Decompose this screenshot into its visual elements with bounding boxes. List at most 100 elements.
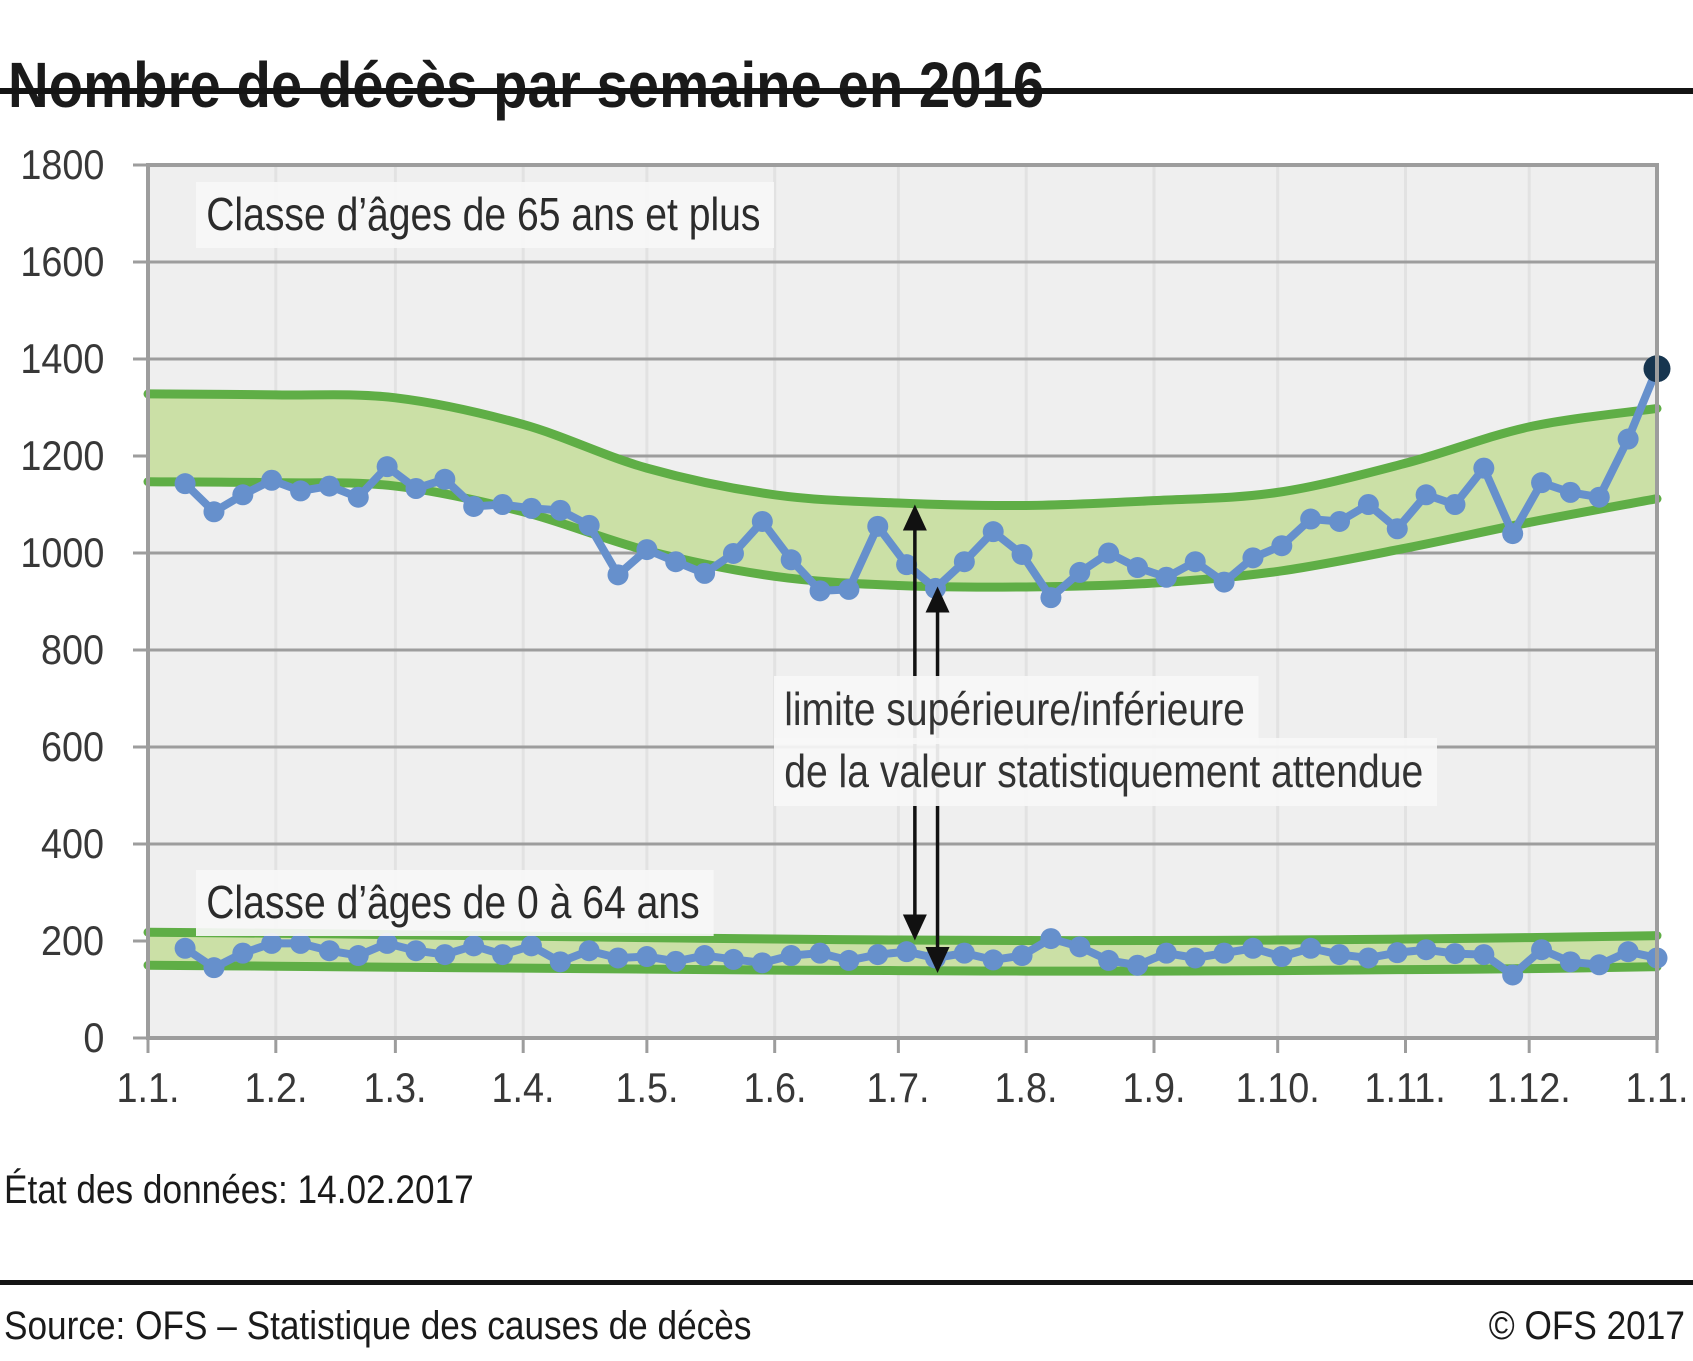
y-axis-label: 800 — [40, 626, 104, 673]
copyright-text: © OFS 2017 — [1488, 1304, 1685, 1348]
data-point — [520, 935, 542, 957]
data-point — [1098, 949, 1120, 971]
data-point — [405, 940, 427, 962]
data-point — [1069, 561, 1091, 583]
data-point — [1357, 494, 1379, 515]
data-point — [1242, 937, 1264, 959]
footer-rule — [0, 1280, 1693, 1285]
data-point — [1531, 939, 1553, 961]
data-point — [1011, 543, 1033, 565]
data-point — [1588, 954, 1610, 976]
x-axis-label: 1.11. — [1364, 1064, 1447, 1111]
data-point — [1415, 484, 1437, 506]
data-point — [867, 515, 889, 537]
data-point — [549, 499, 571, 521]
data-point — [665, 551, 687, 573]
data-point — [318, 475, 340, 497]
data-point — [174, 937, 196, 959]
data-point — [982, 949, 1004, 971]
data-point — [203, 501, 225, 523]
data-point — [1559, 951, 1581, 973]
x-axis-label: 1.3. — [363, 1064, 427, 1111]
x-axis-label: 1.10. — [1235, 1064, 1320, 1111]
data-point — [520, 497, 542, 519]
data-point — [203, 957, 225, 979]
series-label-65plus: Classe d’âges de 65 ans et plus — [196, 182, 876, 248]
data-point — [1127, 557, 1149, 579]
data-point — [1386, 518, 1408, 540]
data-point — [492, 944, 514, 966]
data-point — [953, 551, 975, 573]
data-point — [1242, 547, 1264, 569]
data-point — [636, 539, 658, 561]
data-point — [549, 951, 571, 973]
data-point — [434, 944, 456, 966]
data-point — [232, 942, 254, 964]
y-axis-label: 200 — [40, 917, 104, 964]
data-point — [722, 948, 744, 970]
annotation-line-1: limite supérieure/inférieure — [774, 676, 1554, 744]
data-point — [1588, 486, 1610, 508]
data-point — [809, 580, 831, 602]
x-axis-label: 1.7. — [866, 1064, 930, 1111]
data-point — [1617, 941, 1639, 963]
data-point — [722, 542, 744, 564]
title-rule — [0, 88, 1693, 94]
data-point — [1531, 472, 1553, 494]
data-point — [694, 945, 716, 967]
data-point — [867, 944, 889, 966]
data-point — [1184, 947, 1206, 969]
x-axis-label: 1.4. — [491, 1064, 555, 1111]
data-point — [232, 484, 254, 506]
data-point — [1271, 946, 1293, 968]
data-point — [1069, 936, 1091, 958]
x-axis-label: 1.1. — [1625, 1064, 1689, 1111]
data-point — [290, 932, 312, 954]
data-point — [1473, 944, 1495, 966]
x-axis-label: 1.9. — [1122, 1064, 1186, 1111]
data-point — [607, 564, 629, 586]
data-point — [607, 947, 629, 969]
data-point — [1271, 535, 1293, 557]
data-point — [1617, 428, 1639, 450]
data-point — [1444, 943, 1466, 965]
expected-range-65plus-upper-limit — [143, 389, 1662, 511]
x-axis-label: 1.5. — [615, 1064, 679, 1111]
y-axis-label: 600 — [40, 723, 104, 770]
data-point — [578, 514, 600, 536]
data-point — [1155, 566, 1177, 588]
data-point — [1357, 947, 1379, 969]
data-point — [463, 495, 485, 517]
data-point — [1329, 510, 1351, 532]
x-axis-label: 1.12. — [1487, 1064, 1572, 1111]
data-point — [1502, 523, 1524, 545]
data-point — [636, 946, 658, 968]
data-point — [751, 510, 773, 532]
data-point — [405, 477, 427, 499]
data-point — [1300, 937, 1322, 959]
data-point — [694, 562, 716, 584]
data-point — [896, 554, 918, 576]
data-point — [492, 494, 514, 515]
upper-limit-arrow-head-up — [902, 504, 927, 531]
data-point — [838, 578, 860, 600]
annotation-limits: limite supérieure/inférieure de la valeu… — [774, 676, 1554, 806]
data-point — [896, 941, 918, 963]
lower-limit-arrow-head-down — [925, 947, 950, 974]
annotation-line-2: de la valeur statistiquement attendue — [774, 738, 1554, 806]
data-point — [1329, 944, 1351, 966]
data-point — [290, 480, 312, 502]
series-line-1 — [181, 934, 1661, 979]
data-point — [463, 935, 485, 957]
data-point — [1213, 942, 1235, 964]
data-point — [261, 932, 283, 954]
data-point — [1213, 571, 1235, 593]
data-point — [1040, 928, 1062, 950]
y-axis-label: 0 — [82, 1014, 104, 1061]
data-point — [838, 949, 860, 971]
data-point — [1386, 942, 1408, 964]
data-point — [780, 945, 802, 967]
source-text: Source: OFS – Statistique des causes de … — [4, 1304, 752, 1348]
data-point — [347, 486, 369, 508]
y-axis-label: 1600 — [19, 238, 104, 285]
